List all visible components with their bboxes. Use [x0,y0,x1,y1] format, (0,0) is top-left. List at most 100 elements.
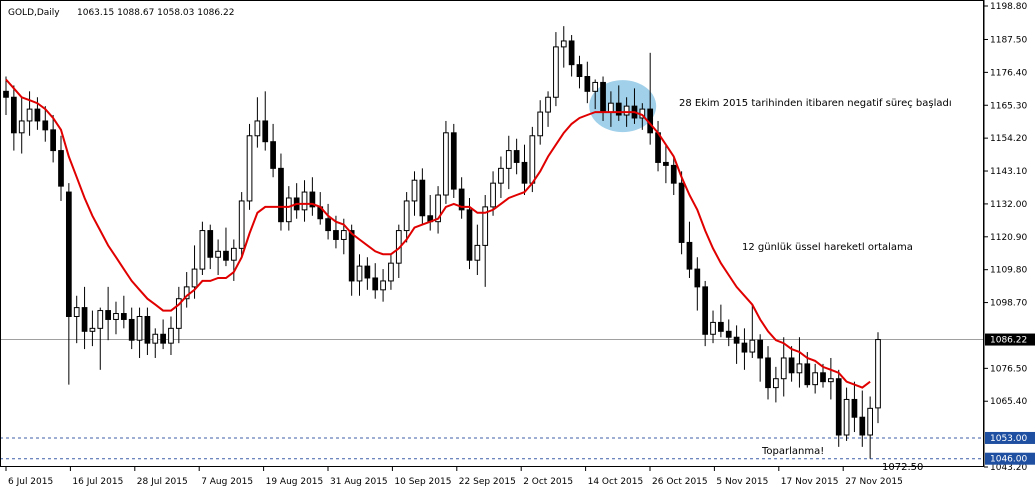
candle-body [128,318,135,341]
candle-body [663,161,669,166]
candle [254,97,261,148]
candle [113,301,119,335]
candle [851,381,858,433]
candle-body [3,90,9,98]
candle-body [207,230,214,258]
candle-body [812,372,819,386]
y-tick-label: 1098.70 [990,299,1027,309]
candle [73,295,80,344]
candle-body [835,378,842,436]
candle [592,79,599,110]
candle-body [592,81,599,92]
x-tick-label: 19 Aug 2015 [266,477,324,487]
candle-body [144,315,151,344]
candle-body [741,342,748,353]
chart-ohlc: 1063.15 1088.67 1058.03 1086.22 [77,8,234,18]
candle [812,363,819,394]
candle-body [843,398,850,436]
candle [828,357,834,400]
candle [309,177,316,216]
candle [537,100,544,145]
candle-body [521,161,528,184]
price-line-label-box [985,333,1035,346]
candle [553,32,559,107]
candle [435,186,441,234]
y-tick-label: 1120.90 [990,233,1027,243]
y-tick-label: 1132.00 [990,200,1027,210]
candle [702,280,709,347]
candle-body [230,247,237,261]
candle-body [765,357,771,389]
candle-body [285,197,292,223]
candle [780,337,787,397]
ema-label: 12 günlük üssel hareketl ortalama [742,242,913,253]
y-tick-label: 1109.80 [990,266,1027,276]
y-tick-label: 1165.30 [990,101,1027,111]
candle [18,97,25,154]
candle [568,35,575,77]
candle [545,91,551,127]
candle-body [333,230,339,240]
x-axis: 6 Jul 2015 16 Jul 2015 28 Jul 2015 7 Aug 20… [5,467,903,487]
candle-body [498,167,504,184]
candle [710,310,716,344]
x-tick-label: 26 Oct 2015 [652,477,708,487]
candle-body [348,230,355,282]
candle [867,396,874,459]
candle-body [175,298,182,329]
candle [482,195,489,287]
candle-body [254,120,261,137]
candle-body [490,182,496,208]
x-tick-label: 14 Oct 2015 [588,477,644,487]
price-line-label: 1086.22 [990,336,1027,346]
candle-body [65,191,72,317]
candle [576,55,583,89]
candle [388,254,394,290]
candle-body [403,200,410,232]
candle [498,156,504,198]
candles [3,26,881,459]
candle-body [380,280,386,291]
candle [741,328,748,370]
x-tick-label: 2 Oct 2015 [523,477,573,487]
candle-body [388,262,394,282]
candle-body [301,191,308,211]
candle-body [215,250,221,258]
price-line-label: 1046.00 [990,455,1027,465]
candle-body [733,336,740,344]
candle [458,177,465,219]
candle-body [73,307,80,317]
candle-body [718,321,724,332]
candle-body [309,191,316,208]
candle [490,171,496,216]
candle-body [278,167,284,223]
candle-body [372,277,379,291]
candle [356,254,363,296]
candle-body [615,102,622,116]
candle-body [702,286,709,335]
candle [718,304,724,338]
candle [89,310,96,347]
candle [765,346,771,400]
candle [81,286,88,350]
candle [278,153,284,231]
candle-body [340,230,347,240]
candle-body [875,339,881,409]
candle-body [600,81,606,113]
x-tick-label: 5 Nov 2015 [716,477,768,487]
candle [859,390,866,447]
candle-body [364,265,371,279]
candle [230,239,237,281]
candle [835,369,842,447]
candle-body [796,363,803,374]
candle-body [411,179,418,202]
candle-body [191,268,198,288]
candle [65,183,72,385]
candle-body [780,357,787,380]
candle-body [42,120,49,131]
candle-body [58,150,64,187]
candle-body [749,339,756,353]
candle [749,304,756,358]
